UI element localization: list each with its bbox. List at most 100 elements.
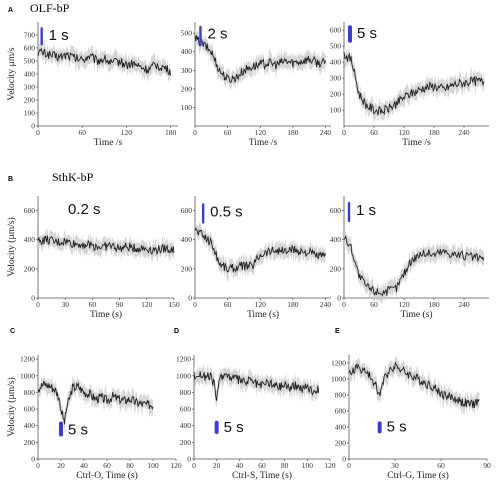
panel-letter-d: D <box>174 328 179 335</box>
stimulus-bar <box>40 27 43 46</box>
x-tick-label: 0 <box>342 300 346 309</box>
y-tick-label: 600 <box>335 407 347 416</box>
y-tick-label: 100 <box>181 103 193 112</box>
x-axis-label: Time /s <box>94 138 123 148</box>
x-tick-label: 120 <box>255 300 267 309</box>
mean-velocity-trace <box>37 47 172 76</box>
x-tick-label: 180 <box>287 300 299 309</box>
y-tick-label: 600 <box>180 405 192 414</box>
x-tick-label: 150 <box>168 300 180 309</box>
x-tick-label: 180 <box>428 300 440 309</box>
x-tick-label: 0 <box>36 461 40 470</box>
row-title-olf-bp: OLF-bP <box>30 1 70 15</box>
x-tick-label: 60 <box>103 461 111 470</box>
x-tick-label: 120 <box>255 128 267 137</box>
y-tick-label: 0 <box>31 294 35 303</box>
stimulus-bar <box>59 421 63 437</box>
variability-band <box>38 39 171 85</box>
chart-a2: 100 200 300 400 500 0 60 120 180 240 Time /s 2 s <box>181 22 331 148</box>
y-tick-label: 0 <box>31 122 35 131</box>
variability-band <box>344 229 484 304</box>
x-tick-label: 120 <box>121 128 133 137</box>
x-axis-label: Ctrl-O, Time (s) <box>76 470 138 481</box>
x-tick-label: 60 <box>370 128 378 137</box>
y-tick-label: 1000 <box>176 371 191 380</box>
variability-band <box>195 25 326 91</box>
stimulus-bar <box>201 203 205 224</box>
x-tick-label: 30 <box>61 300 69 309</box>
y-tick-label: 0 <box>337 294 341 303</box>
mean-velocity-trace <box>37 235 175 255</box>
y-tick-label: 200 <box>330 90 342 99</box>
y-tick-label: 600 <box>181 206 193 215</box>
x-tick-label: 60 <box>78 128 86 137</box>
y-tick-label: 300 <box>330 74 342 83</box>
y-tick-label: 0 <box>188 294 192 303</box>
mean-velocity-trace <box>37 380 154 425</box>
chart-b2: 0 200 400 600 0 60 120 180 240 Time (s) 0.5 s <box>181 196 331 320</box>
y-tick-label: 700 <box>24 31 36 40</box>
y-tick-label: 400 <box>180 421 192 430</box>
chart-a1: 0 100 200 300 400 500 600 700 0 60 120 180 Time /s Ve… <box>7 22 178 148</box>
x-tick-label: 240 <box>458 300 470 309</box>
chart-e: E 0 200 400 600 800 1000 1200 0 30 60 90 Ctrl-G, Tim… <box>331 328 491 481</box>
y-tick-label: 300 <box>24 83 36 92</box>
y-tick-label: 200 <box>330 264 342 273</box>
mean-velocity-trace <box>343 51 485 116</box>
row-title-sthk-bp: SthK-bP <box>52 170 94 184</box>
y-tick-label: 0 <box>187 455 191 464</box>
x-tick-label: 0 <box>36 128 40 137</box>
y-tick-label: 200 <box>335 439 347 448</box>
x-tick-label: 60 <box>370 300 378 309</box>
y-tick-label: 400 <box>330 58 342 67</box>
x-tick-label: 0 <box>193 128 197 137</box>
x-tick-label: 60 <box>258 461 266 470</box>
x-tick-label: 180 <box>165 128 177 137</box>
stimulus-bar <box>214 420 219 435</box>
x-axis-label: Ctrl-G, Time (s) <box>387 470 449 481</box>
variability-band <box>38 374 153 431</box>
y-tick-label: 400 <box>24 70 36 79</box>
y-axis-label: Velocity (µm/s) <box>6 377 17 437</box>
stimulus-bar <box>377 421 382 434</box>
panel-letter-a: A <box>8 7 13 14</box>
y-axis-label: Velocity µm/s <box>7 47 17 101</box>
y-tick-label: 600 <box>330 26 342 35</box>
panel-letter-e: E <box>335 328 340 335</box>
y-tick-label: 0 <box>342 455 346 464</box>
stimulus-duration-label: 5 s <box>387 418 407 435</box>
mean-velocity-trace <box>194 35 327 83</box>
y-tick-label: 400 <box>181 235 193 244</box>
y-tick-label: 500 <box>181 29 193 38</box>
x-axis-label: Time (s) <box>90 309 122 320</box>
chart-a3: 100 200 300 400 500 600 0 60 120 180 240 Time /s 5 s <box>330 22 489 148</box>
x-tick-label: 120 <box>324 461 336 470</box>
stimulus-duration-label: 5 s <box>68 422 88 439</box>
y-tick-label: 200 <box>180 438 192 447</box>
x-tick-label: 180 <box>428 128 440 137</box>
x-tick-label: 20 <box>57 461 65 470</box>
stimulus-duration-label: 5 s <box>357 25 377 42</box>
y-tick-label: 800 <box>335 391 347 400</box>
x-tick-label: 0 <box>192 461 196 470</box>
x-axis-label: Time /s <box>402 138 431 148</box>
y-tick-label: 1000 <box>20 371 35 380</box>
x-axis-label: Time (s) <box>400 309 432 320</box>
y-tick-label: 100 <box>24 109 36 118</box>
y-tick-label: 1200 <box>331 359 346 368</box>
y-tick-label: 400 <box>335 423 347 432</box>
x-tick-label: 100 <box>302 461 314 470</box>
y-tick-label: 400 <box>181 47 193 56</box>
stimulus-bar <box>348 25 352 43</box>
stimulus-duration-label: 1 s <box>356 202 376 219</box>
y-tick-label: 600 <box>330 206 342 215</box>
stimulus-duration-label: 5 s <box>224 419 244 436</box>
y-tick-label: 500 <box>330 42 342 51</box>
x-tick-label: 40 <box>80 461 88 470</box>
chart-b1: 0 200 400 600 0 30 60 90 120 150 Time (s) Velocity … <box>6 196 180 320</box>
chart-d: D 0 200 400 600 800 1000 1200 0 20 40 60 80 100 120 Ctr… <box>174 328 336 481</box>
x-tick-label: 0 <box>347 461 351 470</box>
y-tick-label: 200 <box>24 96 36 105</box>
